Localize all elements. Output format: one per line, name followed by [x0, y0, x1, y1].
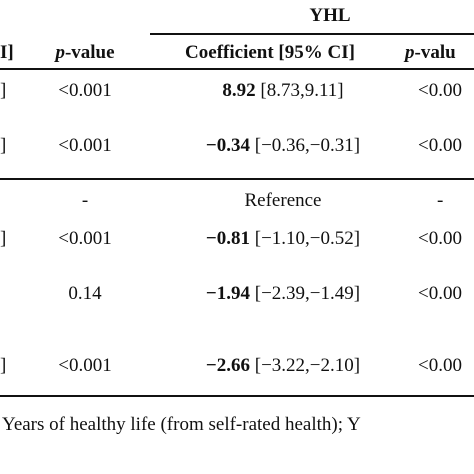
confidence-interval: [8.73,9.11]: [260, 80, 344, 101]
cell: <0.001: [58, 80, 112, 101]
cell: <0.00: [418, 228, 462, 249]
rule: [150, 33, 474, 35]
column-header: p-value: [55, 42, 115, 63]
cell: -: [437, 190, 444, 211]
rule: [0, 178, 474, 180]
cell: <0.001: [58, 228, 112, 249]
cell: −1.94 [−2.39,−1.49]: [206, 283, 360, 305]
rule: [0, 68, 474, 70]
cell: -: [81, 190, 89, 211]
estimate: −0.34: [205, 135, 250, 156]
cell: ]: [0, 80, 7, 101]
cell: Reference: [244, 190, 322, 211]
confidence-interval: [−3.22,−2.10]: [254, 355, 361, 376]
column-header: p-valu: [405, 42, 456, 63]
confidence-interval: [−0.36,−0.31]: [254, 135, 361, 156]
cell: −0.81 [−1.10,−0.52]: [206, 228, 360, 250]
cell: −2.66 [−3.22,−2.10]: [206, 355, 360, 377]
estimate: −1.94: [205, 283, 250, 304]
cell: 0.14: [68, 283, 102, 304]
cell: ]: [0, 355, 7, 376]
cell: −0.34 [−0.36,−0.31]: [206, 135, 360, 157]
cell: ]: [0, 228, 7, 249]
cell: <0.001: [58, 135, 112, 156]
column-header: I]: [0, 42, 14, 63]
group-header: YHL: [309, 5, 351, 26]
confidence-interval: [−1.10,−0.52]: [254, 228, 361, 249]
column-header: Coefficient [95% CI]: [185, 42, 355, 63]
cell: 8.92 [8.73,9.11]: [222, 80, 343, 102]
estimate: −2.66: [205, 355, 250, 376]
rule: [0, 395, 474, 397]
footnote: Years of healthy life (from self-rated h…: [2, 414, 361, 435]
cell: <0.00: [418, 135, 462, 156]
cell: <0.00: [418, 283, 462, 304]
cell: ]: [0, 135, 7, 156]
estimate: −0.81: [205, 228, 250, 249]
estimate: 8.92: [222, 80, 256, 101]
cell: <0.00: [418, 80, 462, 101]
cell: <0.00: [418, 355, 462, 376]
confidence-interval: [−2.39,−1.49]: [254, 283, 361, 304]
cell: <0.001: [58, 355, 112, 376]
